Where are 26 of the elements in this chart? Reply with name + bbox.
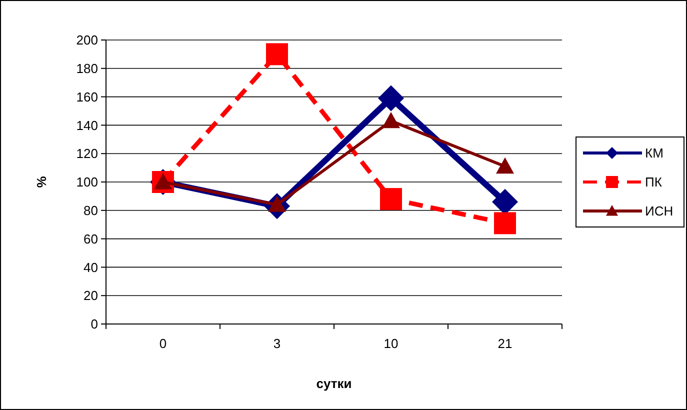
y-tick-label: 0: [90, 316, 98, 332]
x-tick-label: 3: [273, 336, 281, 351]
legend-label: ПК: [645, 174, 662, 190]
point: [378, 85, 404, 112]
point: [382, 112, 400, 128]
point: [380, 188, 402, 210]
y-tick-label: 140: [76, 118, 98, 133]
x-tick-label: 21: [498, 336, 512, 351]
point: [494, 212, 516, 234]
y-tick-label: 180: [76, 60, 98, 76]
legend-label: ИСН: [645, 204, 674, 219]
y-tick-label: 60: [84, 231, 98, 246]
y-tick-label: 100: [76, 174, 98, 190]
y-tick-label: 40: [84, 260, 98, 275]
y-tick-label: 160: [76, 89, 98, 104]
legend-label: КМ: [645, 146, 664, 161]
y-axis-title: %: [34, 176, 49, 188]
point: [496, 157, 514, 174]
y-tick-label: 80: [84, 202, 98, 218]
x-tick-label: 0: [159, 336, 167, 351]
y-tick-label: 120: [76, 146, 98, 162]
y-tick-label: 20: [84, 288, 98, 304]
point: [266, 43, 288, 66]
x-axis-title: сутки: [316, 376, 352, 391]
y-tick-label: 200: [76, 32, 98, 48]
x-tick-label: 10: [384, 336, 398, 351]
